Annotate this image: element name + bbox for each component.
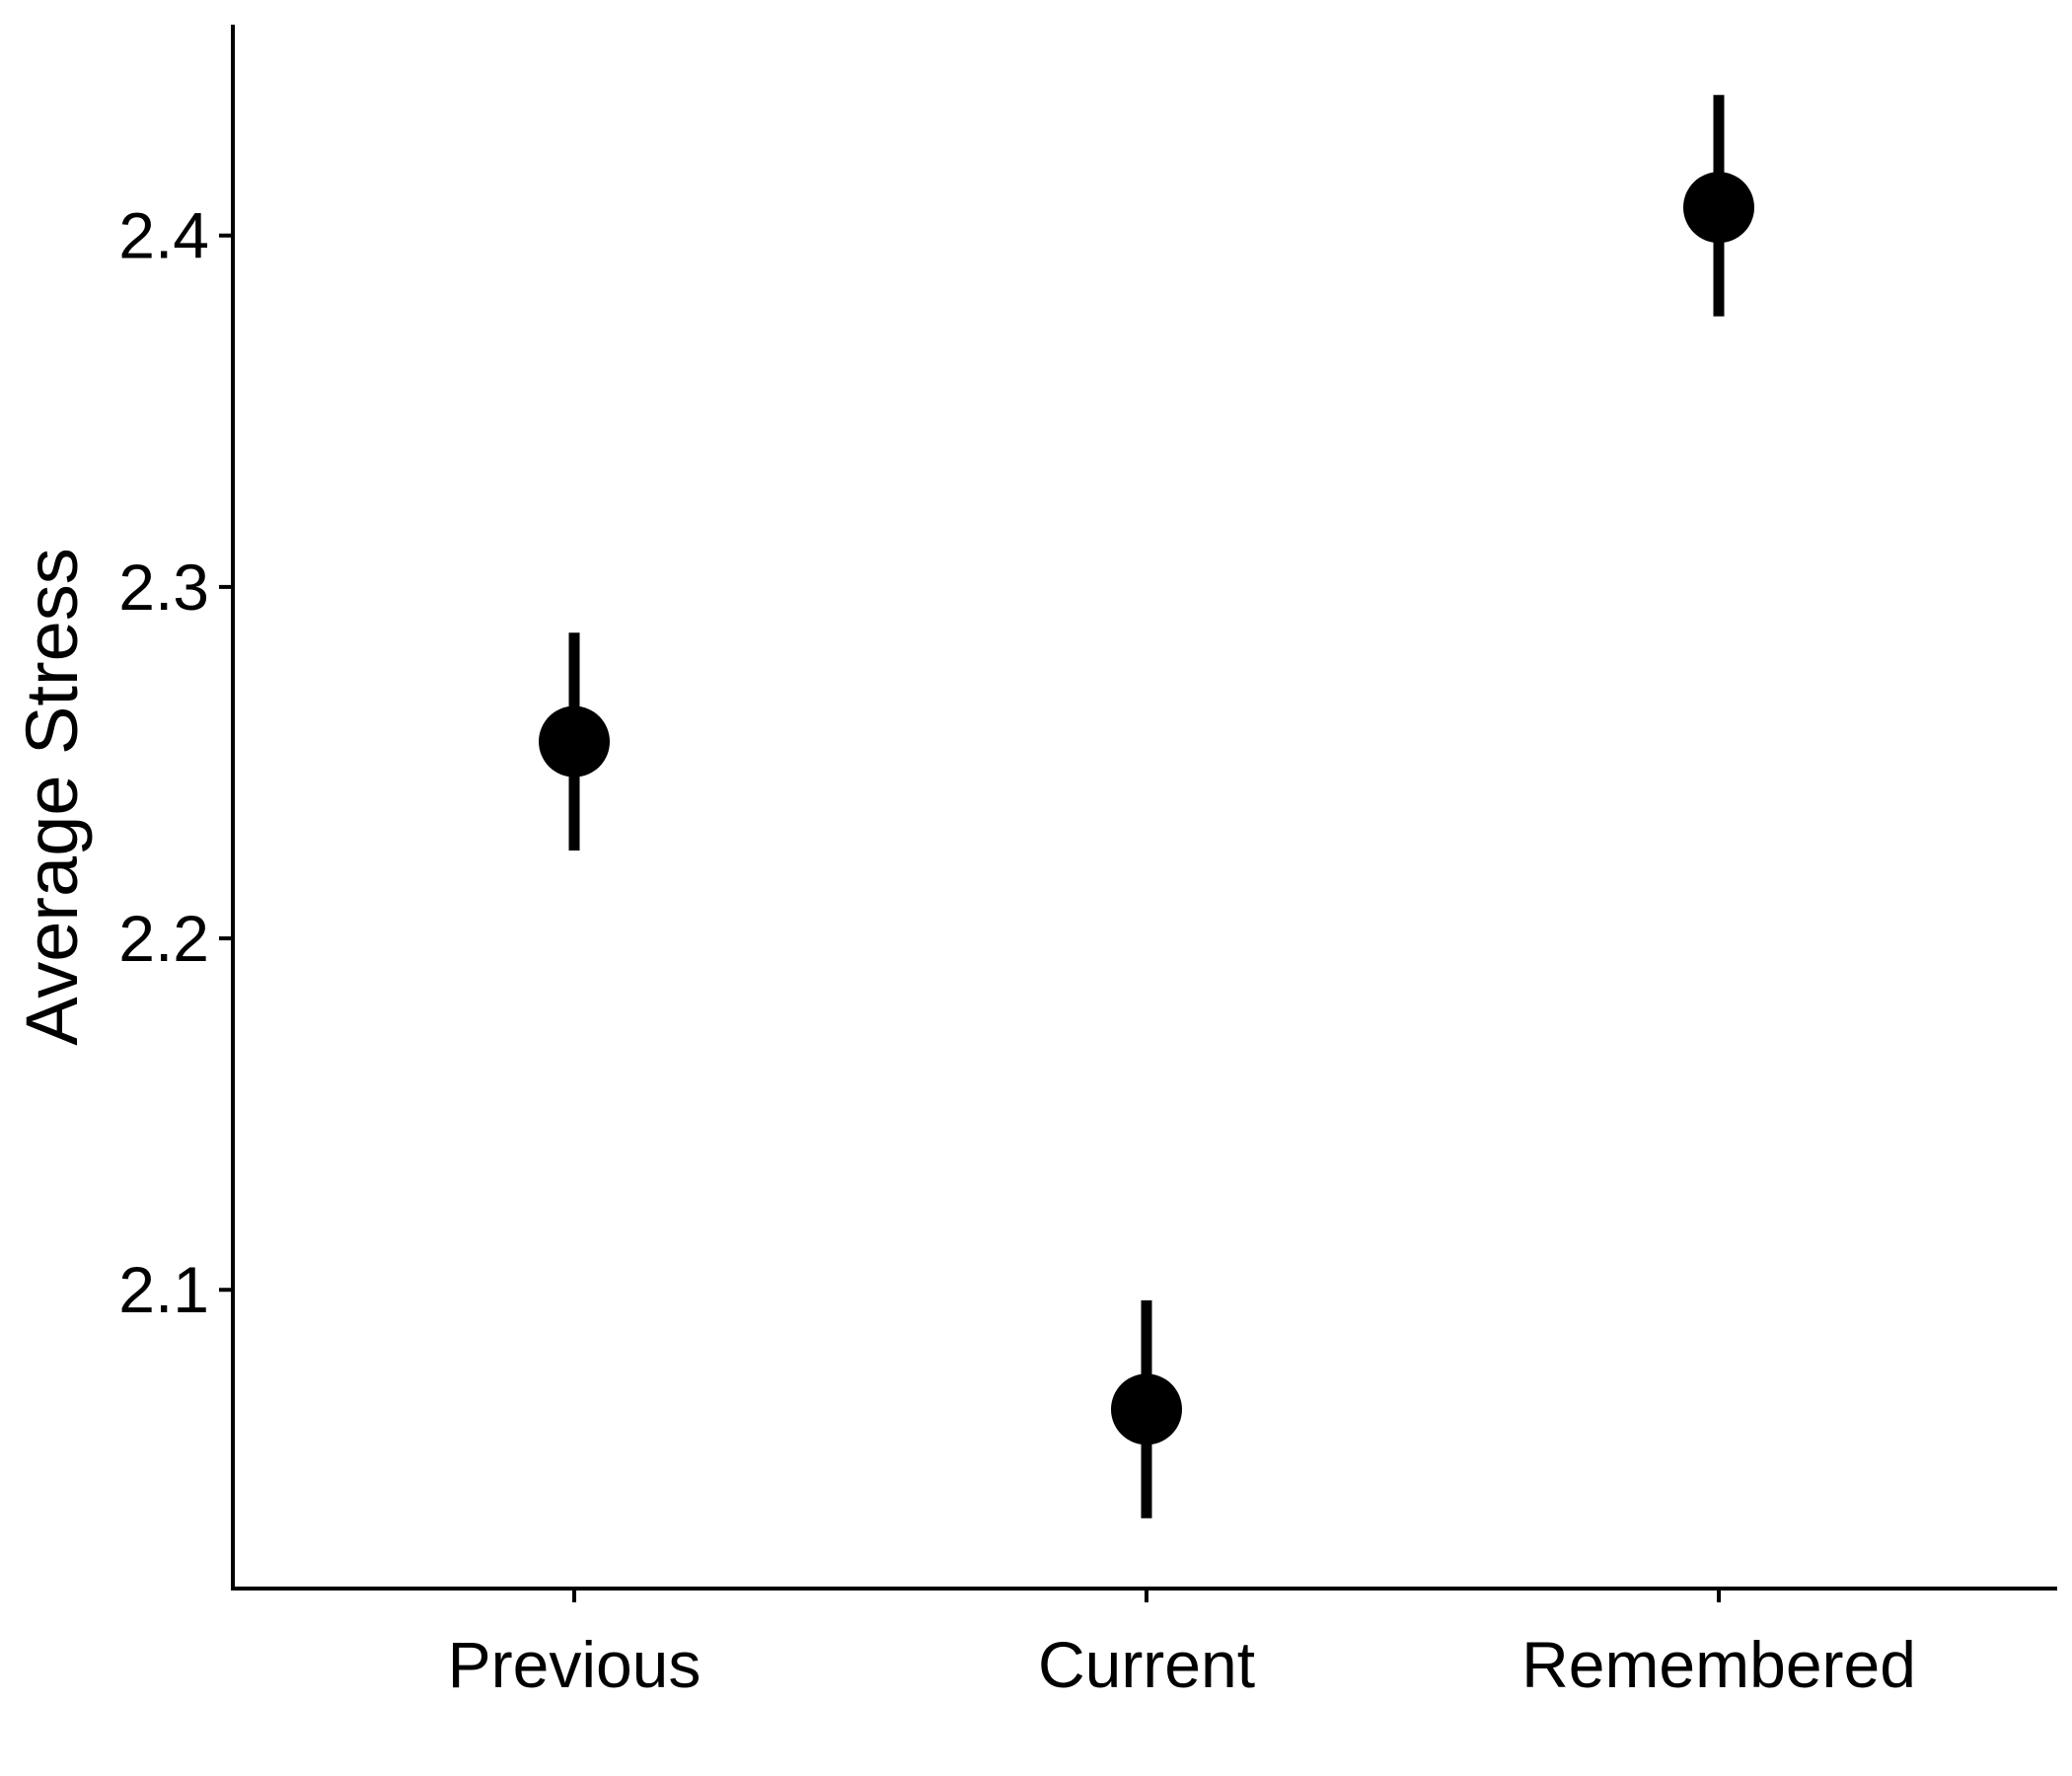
y-axis-title: Average Stress (11, 548, 93, 1046)
y-tick-label: 2.1 (118, 1253, 209, 1326)
y-tick-label: 2.2 (118, 902, 209, 975)
y-tick-label: 2.3 (118, 551, 209, 624)
data-marks (539, 95, 1754, 1518)
data-point (539, 705, 610, 777)
data-point (1111, 1373, 1182, 1445)
x-axis-ticks: Previous Current Remembered (448, 1589, 1916, 1701)
x-tick-label: Previous (448, 1628, 702, 1701)
data-point (1683, 172, 1754, 244)
x-tick-label: Remembered (1521, 1628, 1916, 1701)
y-tick-label: 2.4 (118, 199, 209, 272)
x-tick-label: Current (1038, 1628, 1255, 1701)
y-axis-ticks: 2.1 2.2 2.3 2.4 (118, 199, 233, 1326)
